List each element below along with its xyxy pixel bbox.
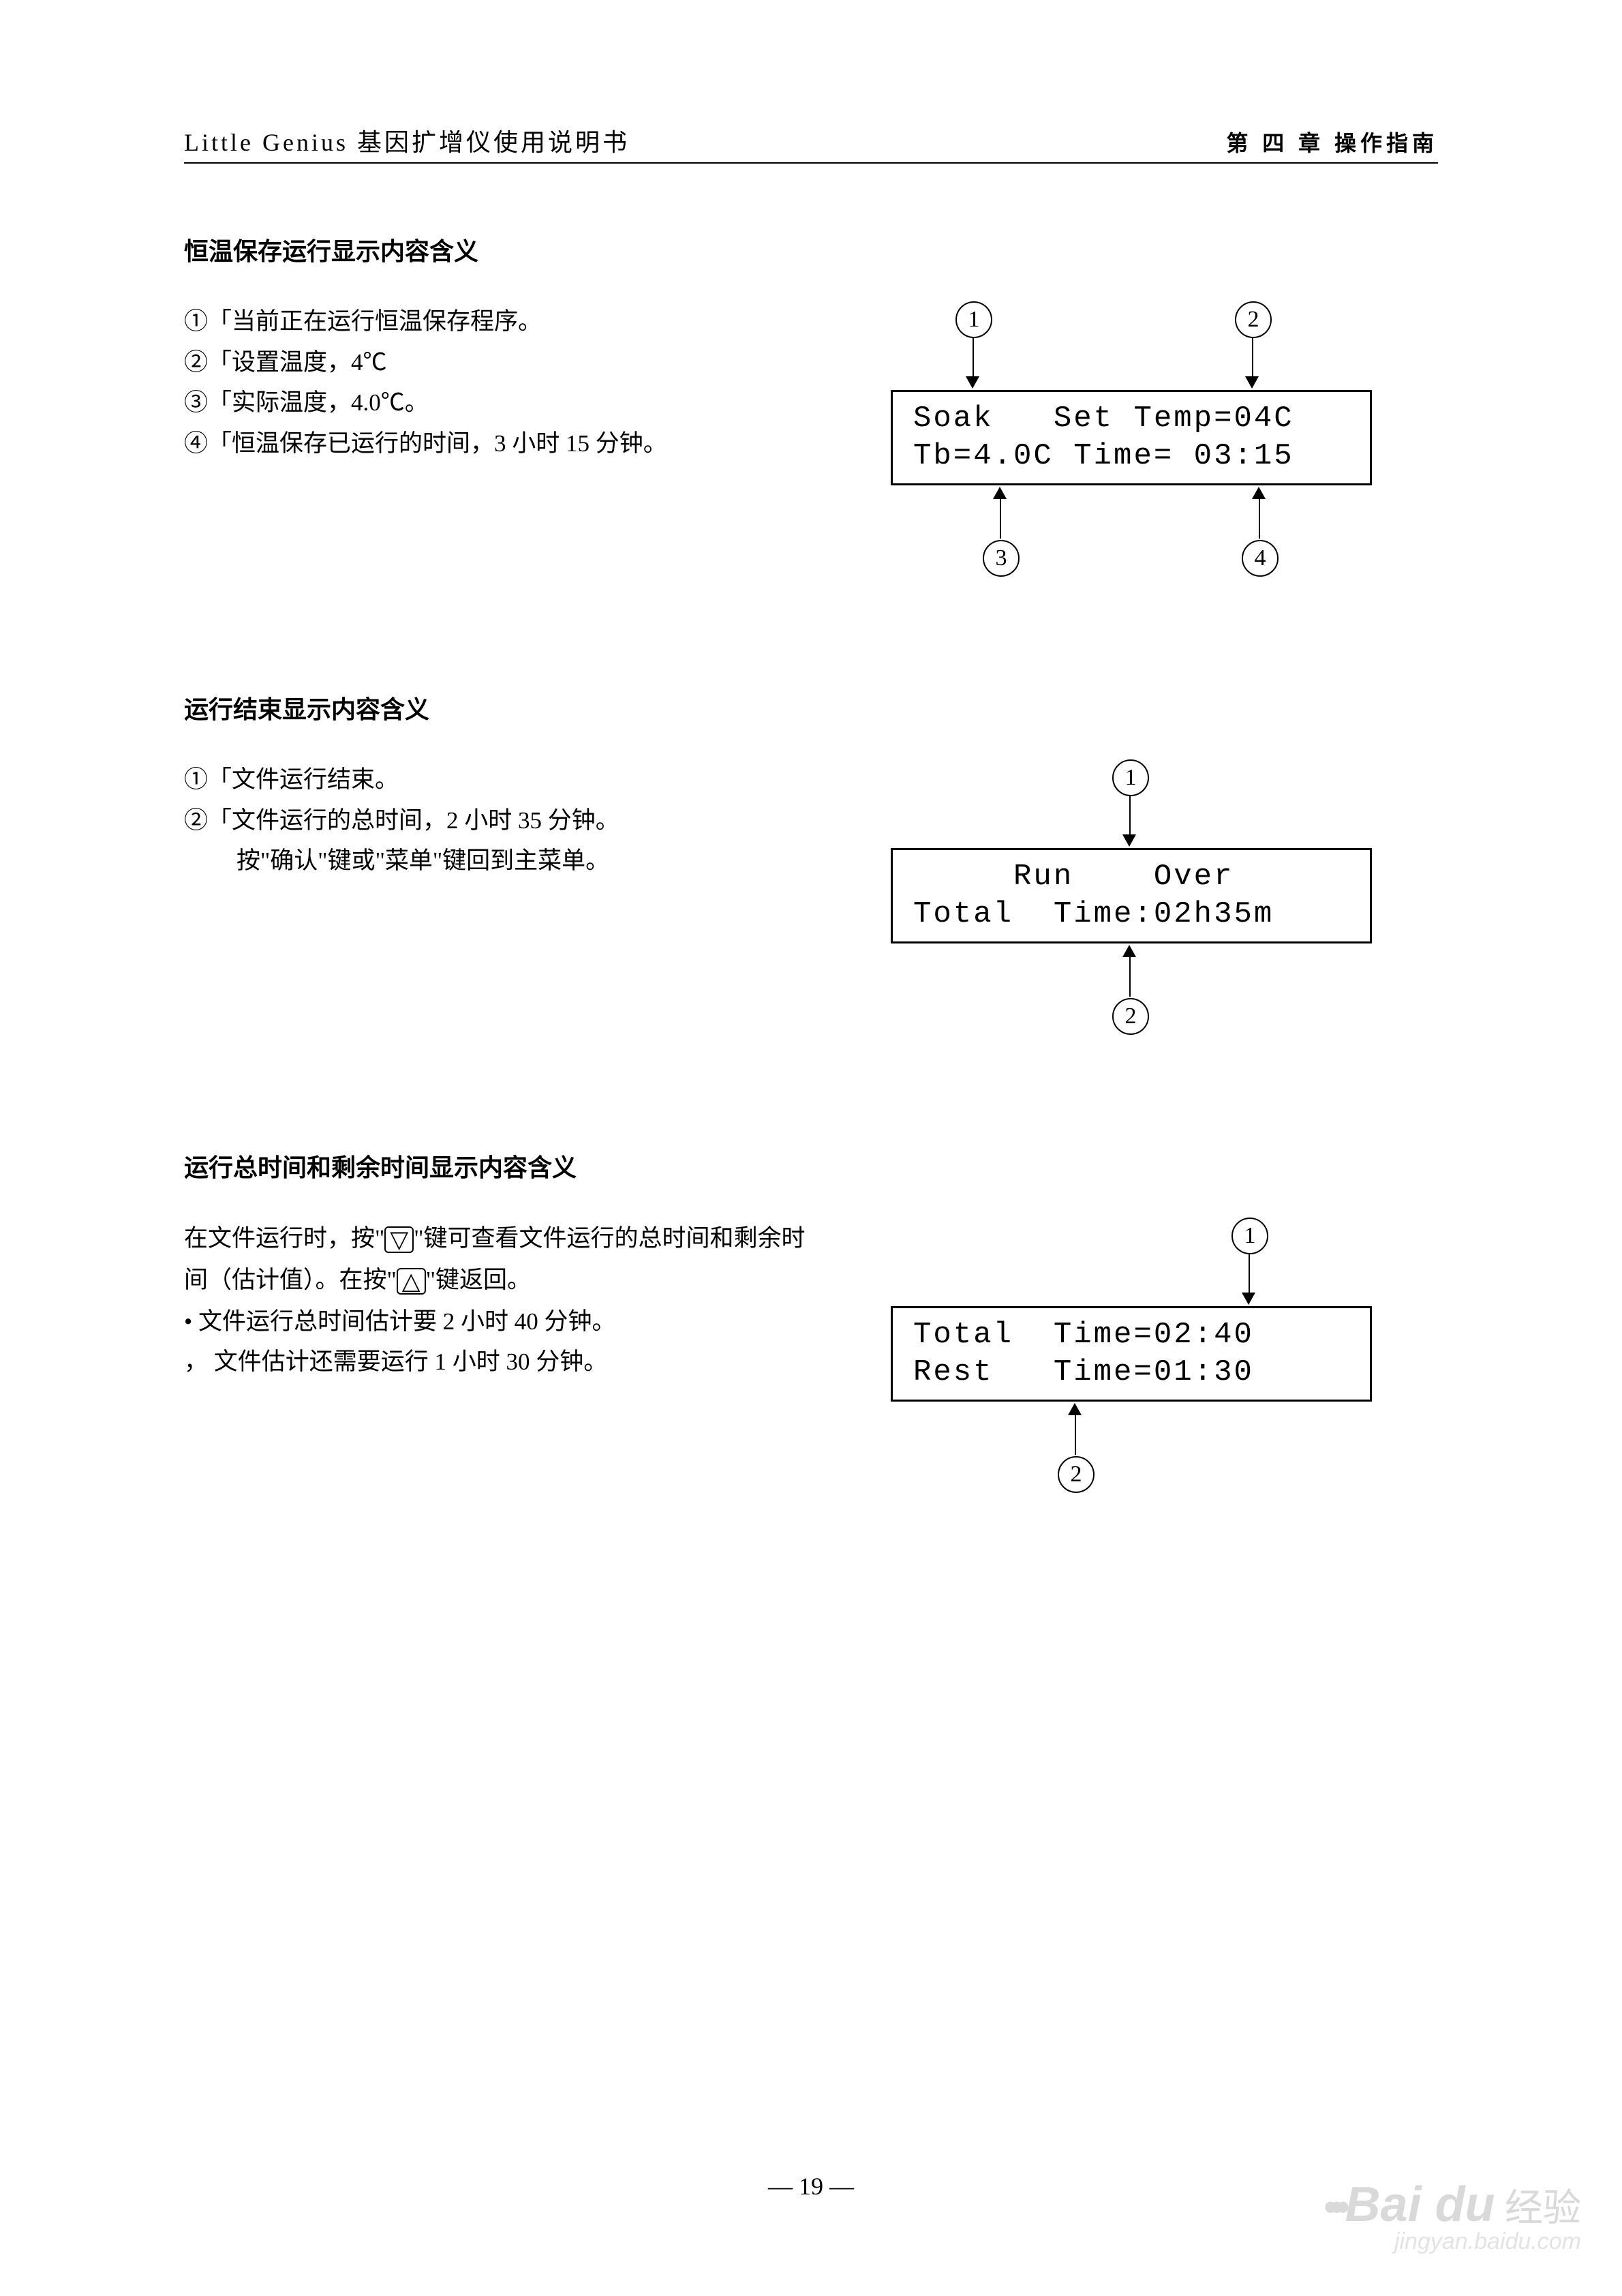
arrow-head-down-icon bbox=[966, 376, 979, 389]
callout-label-2: 2 bbox=[1112, 998, 1149, 1035]
section3-title: 运行总时间和剩余时间显示内容含义 bbox=[184, 1148, 1438, 1183]
s3-bullet1: • 文件运行总时间估计要 2 小时 40 分钟。 bbox=[184, 1301, 825, 1342]
lcd1-line1: Soak Set Temp=04C bbox=[913, 402, 1294, 436]
lcd2-line1: Run Over bbox=[913, 860, 1234, 894]
lcd1-line2: Tb=4.0C Time= 03:15 bbox=[913, 439, 1294, 473]
diagram1-wrap: Soak Set Temp=04C Tb=4.0C Time= 03:15 1 2… bbox=[891, 301, 1372, 574]
arrow-shaft bbox=[1000, 498, 1001, 539]
s2-note: 按"确认"键或"菜单"键回到主菜单。 bbox=[184, 841, 825, 881]
lcd3-line2: Rest Time=01:30 bbox=[913, 1355, 1254, 1389]
callout-label-1: 1 bbox=[955, 301, 992, 338]
arrow-shaft bbox=[1075, 1414, 1076, 1455]
diagram3-wrap: Total Time=02:40 Rest Time=01:30 1 2 bbox=[891, 1218, 1372, 1490]
arrow-shaft bbox=[1249, 1253, 1250, 1294]
section2-title: 运行结束显示内容含义 bbox=[184, 690, 1438, 725]
callout-label-2: 2 bbox=[1058, 1456, 1095, 1493]
section1-diagram: Soak Set Temp=04C Tb=4.0C Time= 03:15 1 2… bbox=[825, 301, 1438, 574]
watermark: ••• Bai du 经验 jingyan.baidu.com bbox=[1323, 2177, 1581, 2255]
arrow-head-down-icon bbox=[1242, 1293, 1255, 1305]
lcd-display-2: Run Over Total Time:02h35m bbox=[891, 848, 1372, 943]
section1-text: ①「当前正在运行恒温保存程序。 ②「设置温度，4℃ ③「实际温度，4.0℃。 ④… bbox=[184, 301, 825, 464]
callout-label-2: 2 bbox=[1235, 301, 1272, 338]
callout-label-1: 1 bbox=[1112, 759, 1149, 796]
lcd2-line2: Total Time:02h35m bbox=[913, 897, 1274, 931]
arrow-head-down-icon bbox=[1122, 834, 1136, 847]
page: Little Genius 基因扩增仪使用说明书 第 四 章 操作指南 恒温保存… bbox=[0, 0, 1622, 2296]
section1: ①「当前正在运行恒温保存程序。 ②「设置温度，4℃ ③「实际温度，4.0℃。 ④… bbox=[184, 301, 1438, 574]
s1-item2: ②「设置温度，4℃ bbox=[184, 342, 825, 383]
s2-item2: ②「文件运行的总时间，2 小时 35 分钟。 bbox=[184, 800, 825, 841]
arrow-head-down-icon bbox=[1245, 376, 1259, 389]
section2-text: ①「文件运行结束。 ②「文件运行的总时间，2 小时 35 分钟。 按"确认"键或… bbox=[184, 759, 825, 881]
lcd3-line1: Total Time=02:40 bbox=[913, 1318, 1254, 1352]
lcd-display-3: Total Time=02:40 Rest Time=01:30 bbox=[891, 1306, 1372, 1402]
s1-item1: ①「当前正在运行恒温保存程序。 bbox=[184, 301, 825, 342]
callout-label-3: 3 bbox=[983, 540, 1020, 577]
section1-title: 恒温保存运行显示内容含义 bbox=[184, 232, 1438, 267]
arrow-shaft bbox=[1129, 795, 1131, 836]
s3-para: 在文件运行时，按"▽"键可查看文件运行的总时间和剩余时间（估计值）。在按"△"键… bbox=[184, 1218, 825, 1301]
arrow-shaft bbox=[973, 337, 974, 378]
header-right: 第 四 章 操作指南 bbox=[1226, 126, 1438, 157]
page-header: Little Genius 基因扩增仪使用说明书 第 四 章 操作指南 bbox=[184, 123, 1438, 164]
s1-item3: ③「实际温度，4.0℃。 bbox=[184, 382, 825, 423]
arrow-shaft bbox=[1259, 498, 1260, 539]
paw-icon: ••• bbox=[1323, 2184, 1342, 2231]
arrow-shaft bbox=[1252, 337, 1253, 378]
diagram2-wrap: Run Over Total Time:02h35m 1 2 bbox=[891, 759, 1372, 1032]
watermark-cn: 经验 bbox=[1505, 2177, 1581, 2233]
section2-diagram: Run Over Total Time:02h35m 1 2 bbox=[825, 759, 1438, 1032]
section3-diagram: Total Time=02:40 Rest Time=01:30 1 2 bbox=[825, 1218, 1438, 1490]
s3-bullet2: ， 文件估计还需要运行 1 小时 30 分钟。 bbox=[184, 1342, 825, 1383]
callout-label-4: 4 bbox=[1242, 540, 1279, 577]
down-key-icon: ▽ bbox=[384, 1226, 414, 1253]
watermark-brand: Bai du bbox=[1345, 2177, 1495, 2233]
section3: 在文件运行时，按"▽"键可查看文件运行的总时间和剩余时间（估计值）。在按"△"键… bbox=[184, 1218, 1438, 1490]
arrow-shaft bbox=[1129, 956, 1131, 997]
s1-item4: ④「恒温保存已运行的时间，3 小时 15 分钟。 bbox=[184, 423, 825, 464]
callout-label-1: 1 bbox=[1231, 1218, 1268, 1254]
section3-text: 在文件运行时，按"▽"键可查看文件运行的总时间和剩余时间（估计值）。在按"△"键… bbox=[184, 1218, 825, 1383]
section2: ①「文件运行结束。 ②「文件运行的总时间，2 小时 35 分钟。 按"确认"键或… bbox=[184, 759, 1438, 1032]
s2-item1: ①「文件运行结束。 bbox=[184, 759, 825, 800]
up-key-icon: △ bbox=[397, 1268, 426, 1295]
s3-post: "键返回。 bbox=[426, 1267, 531, 1293]
lcd-display-1: Soak Set Temp=04C Tb=4.0C Time= 03:15 bbox=[891, 390, 1372, 485]
s3-pre: 在文件运行时，按" bbox=[184, 1225, 384, 1252]
header-left: Little Genius 基因扩增仪使用说明书 bbox=[184, 123, 630, 158]
